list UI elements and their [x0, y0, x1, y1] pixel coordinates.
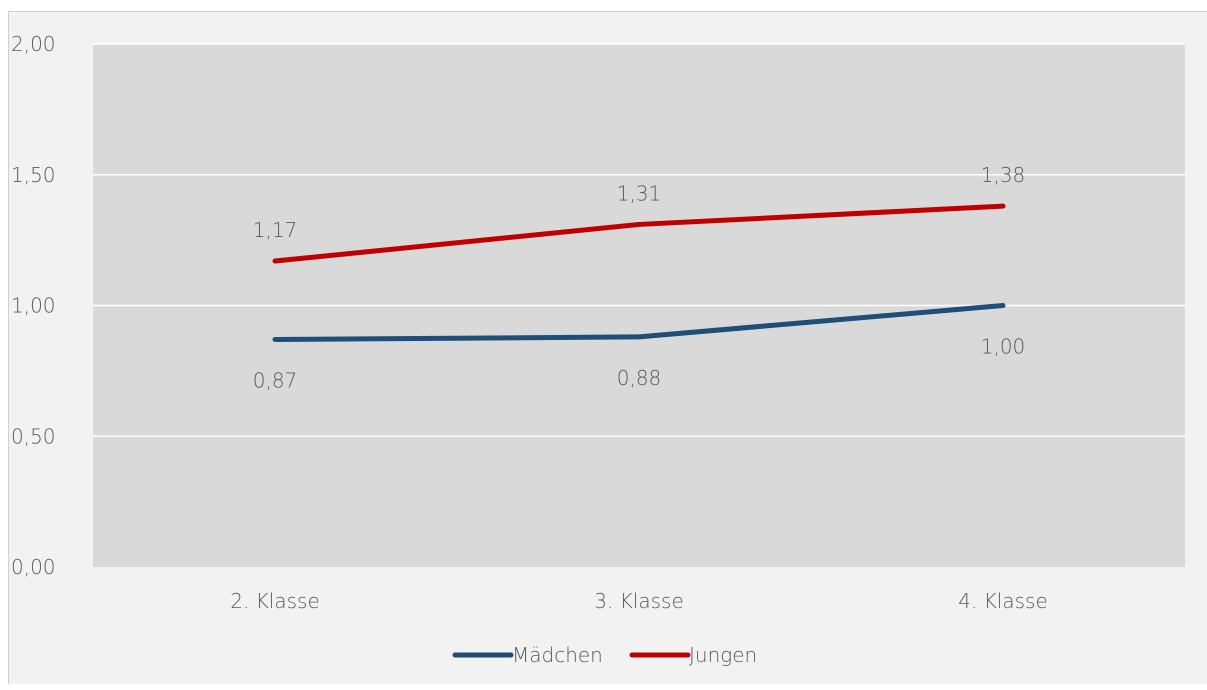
- x-axis-tick-labels: 2. Klasse 3. Klasse 4. Klasse: [230, 589, 1048, 613]
- chart-frame: 0,00 0,50 1,00 1,50 2,00 2. Klasse 3. Klasse 4…: [8, 11, 1207, 684]
- data-label: 1,17: [253, 218, 298, 242]
- data-labels: 0,87 0,88 1,00 1,17 1,31 1,38: [253, 163, 1026, 392]
- y-axis-tick-labels: 0,00 0,50 1,00 1,50 2,00: [11, 32, 56, 579]
- legend-label: Jungen: [689, 643, 757, 667]
- series-line-jungen: [272, 203, 1006, 264]
- gridlines: [93, 43, 1185, 437]
- y-tick-label: 2,00: [11, 32, 56, 56]
- data-label: 1,38: [981, 163, 1026, 187]
- data-label: 0,88: [617, 366, 662, 390]
- y-tick-label: 0,50: [11, 424, 56, 448]
- y-tick-label: 1,50: [11, 163, 56, 187]
- legend: Mädchen Jungen: [452, 643, 757, 667]
- data-label: 1,00: [981, 335, 1026, 359]
- data-label: 0,87: [253, 368, 298, 392]
- y-tick-label: 1,00: [11, 294, 56, 318]
- legend-item-jungen: Jungen: [629, 643, 757, 667]
- data-label: 1,31: [617, 181, 662, 205]
- x-tick-label: 4. Klasse: [958, 589, 1048, 613]
- legend-item-mädchen: Mädchen: [452, 643, 603, 667]
- x-tick-label: 2. Klasse: [230, 589, 320, 613]
- line-chart: 0,00 0,50 1,00 1,50 2,00 2. Klasse 3. Klasse 4…: [11, 32, 1185, 667]
- legend-label: Mädchen: [512, 643, 603, 667]
- y-tick-label: 0,00: [11, 555, 56, 579]
- series-line-mädchen: [272, 303, 1006, 342]
- x-tick-label: 3. Klasse: [594, 589, 684, 613]
- series-lines: [272, 203, 1006, 342]
